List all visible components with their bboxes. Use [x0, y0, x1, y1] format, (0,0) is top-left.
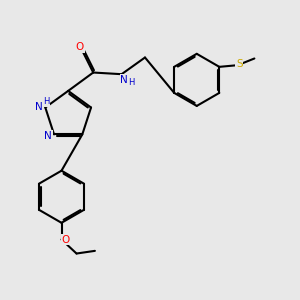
Text: S: S — [236, 58, 243, 68]
Text: N: N — [35, 102, 43, 112]
Text: N: N — [44, 131, 52, 141]
Text: H: H — [128, 78, 134, 87]
Text: O: O — [76, 43, 84, 52]
Text: N: N — [120, 75, 128, 85]
Text: H: H — [43, 97, 50, 106]
Text: O: O — [61, 235, 70, 244]
